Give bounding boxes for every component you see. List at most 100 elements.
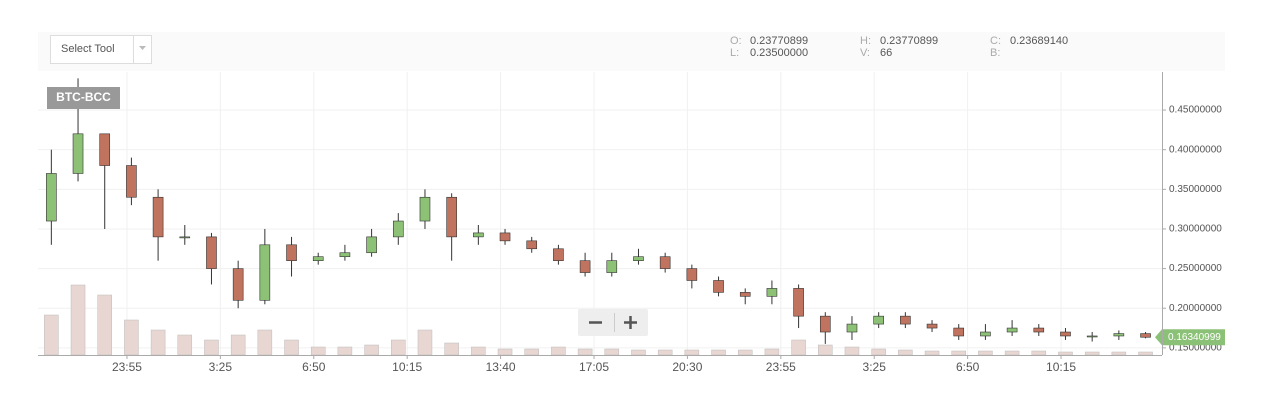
zoom-control bbox=[578, 309, 648, 336]
volume-bar bbox=[1138, 351, 1153, 356]
volume-bar bbox=[44, 314, 59, 356]
candle-body bbox=[553, 248, 564, 261]
volume-bar bbox=[97, 294, 112, 356]
select-tool[interactable] bbox=[50, 35, 152, 64]
y-tick-label: 0.45000000 bbox=[1169, 105, 1222, 116]
candle-body bbox=[232, 268, 244, 301]
x-tick-label: 23:55 bbox=[766, 360, 796, 374]
info-label: B: bbox=[990, 47, 1000, 59]
symbol-badge bbox=[47, 87, 120, 109]
candle-body bbox=[526, 240, 538, 250]
candle-body bbox=[926, 323, 938, 329]
candle-body bbox=[633, 256, 644, 261]
x-tick-label: 23:55 bbox=[112, 360, 142, 374]
volume-bar bbox=[844, 346, 860, 356]
volume-bar bbox=[364, 344, 379, 356]
candle-body bbox=[766, 288, 778, 297]
volume-bar bbox=[684, 349, 700, 356]
info-label: H: bbox=[860, 35, 871, 47]
toolbar bbox=[38, 32, 1225, 71]
volume-bar bbox=[310, 346, 326, 356]
y-tick-label: 0.20000000 bbox=[1169, 303, 1222, 314]
x-tick-label: 10:15 bbox=[392, 360, 422, 374]
y-tick-label: 0.15000000 bbox=[1169, 343, 1222, 354]
volume-bar bbox=[604, 348, 620, 356]
volume-bar bbox=[284, 339, 299, 356]
candle-body bbox=[1060, 331, 1071, 337]
volume-bar bbox=[524, 348, 539, 356]
candle-body bbox=[366, 236, 377, 254]
last-price-label: 0.16340999 bbox=[1168, 332, 1221, 343]
volume-bar bbox=[337, 346, 353, 356]
volume-bar bbox=[951, 350, 966, 356]
volume-bar bbox=[497, 348, 513, 356]
dropdown-arrow bbox=[139, 46, 146, 50]
candle-body bbox=[312, 256, 324, 261]
volume-bar bbox=[124, 319, 139, 356]
candle-body bbox=[499, 232, 511, 242]
info-label: L: bbox=[730, 47, 739, 59]
zoom-in[interactable] bbox=[624, 316, 637, 329]
candle-body bbox=[873, 315, 884, 325]
x-tick-label: 17:05 bbox=[579, 360, 609, 374]
x-tick-label: 3:25 bbox=[209, 360, 233, 374]
candle-body bbox=[713, 280, 724, 293]
candle-body bbox=[46, 173, 57, 222]
volume-bar bbox=[391, 339, 406, 356]
volume-bar bbox=[204, 339, 219, 356]
candle-body bbox=[152, 196, 164, 238]
candle-body bbox=[606, 260, 618, 273]
candle-body bbox=[739, 292, 751, 297]
volume-bar bbox=[871, 348, 886, 356]
info-value: 0.23500000 bbox=[750, 47, 808, 59]
info-value: 0.23770899 bbox=[880, 35, 938, 47]
volume-bar bbox=[737, 349, 753, 356]
volume-bar bbox=[978, 350, 993, 356]
y-tick-label: 0.30000000 bbox=[1169, 224, 1222, 235]
candle-body bbox=[659, 256, 671, 269]
candle-body bbox=[793, 288, 804, 317]
candle-body bbox=[953, 327, 965, 337]
info-label: C: bbox=[990, 35, 1001, 47]
volume-bar bbox=[1058, 351, 1073, 356]
y-tick-label: 0.35000000 bbox=[1169, 184, 1222, 195]
candle-body bbox=[126, 165, 137, 198]
volume-bar bbox=[471, 346, 486, 356]
volume-bar bbox=[711, 349, 726, 356]
info-label: O: bbox=[730, 35, 742, 47]
candle-body bbox=[1033, 327, 1045, 333]
volume-bar bbox=[577, 348, 593, 356]
x-tick-label: 13:40 bbox=[486, 360, 516, 374]
volume-bar bbox=[551, 346, 566, 356]
candle-body bbox=[579, 260, 591, 273]
candle-body bbox=[846, 323, 858, 333]
candle-body bbox=[179, 236, 191, 239]
info-label: V: bbox=[860, 47, 870, 59]
y-tick-label: 0.40000000 bbox=[1169, 144, 1222, 155]
candle-body bbox=[1006, 327, 1018, 333]
candle-body bbox=[392, 220, 404, 238]
candle-body bbox=[446, 196, 457, 238]
volume-bar bbox=[1084, 351, 1100, 356]
x-tick-label: 3:25 bbox=[863, 360, 887, 374]
info-value: 0.23689140 bbox=[1010, 35, 1068, 47]
candle-body bbox=[99, 133, 111, 166]
candle-body bbox=[206, 236, 217, 269]
candle-body bbox=[339, 252, 351, 258]
candle-body bbox=[1140, 333, 1151, 338]
info-value: 66 bbox=[880, 47, 892, 59]
volume-bar bbox=[230, 334, 246, 356]
volume-bar bbox=[444, 342, 459, 356]
candle-body bbox=[1113, 333, 1125, 337]
volume-bar bbox=[818, 344, 833, 356]
volume-bar bbox=[177, 334, 193, 356]
candle-body bbox=[686, 268, 698, 281]
volume-bar bbox=[791, 339, 806, 356]
volume-bar bbox=[417, 329, 433, 356]
y-tick-label: 0.25000000 bbox=[1169, 263, 1222, 274]
x-tick-label: 6:50 bbox=[302, 360, 326, 374]
volume-bar bbox=[1111, 351, 1127, 356]
symbol: BTC-BCC bbox=[56, 90, 111, 104]
candle-body bbox=[259, 244, 271, 301]
